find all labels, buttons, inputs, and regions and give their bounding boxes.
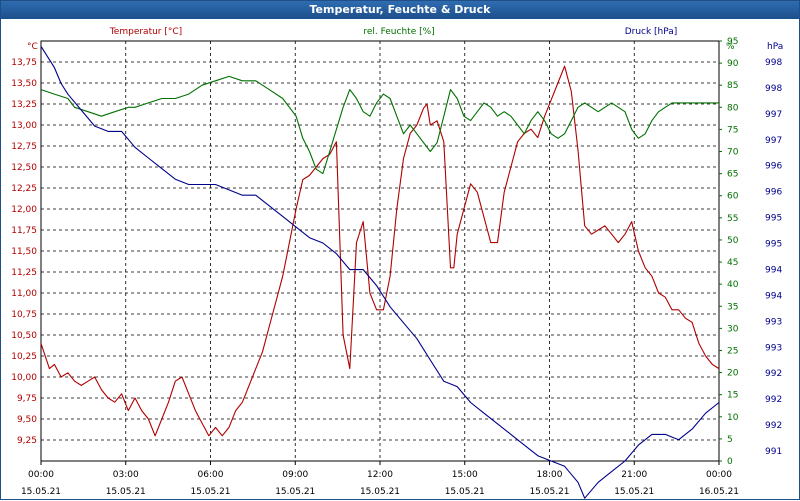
- x-tick-time: 03:00: [113, 470, 139, 480]
- humidity-tick-label: 85: [727, 81, 738, 91]
- humidity-tick-label: 30: [727, 324, 739, 334]
- humidity-tick-label: 35: [727, 302, 738, 312]
- x-tick-date: 15.05.21: [190, 487, 230, 497]
- x-tick-time: 06:00: [198, 470, 224, 480]
- temperature-tick-label: 13,25: [11, 100, 37, 110]
- humidity-tick-label: 80: [727, 103, 739, 113]
- pressure-tick-label: 992: [765, 421, 782, 431]
- humidity-tick-label: 5: [727, 435, 733, 445]
- x-tick-time: 21:00: [621, 470, 647, 480]
- temperature-tick-label: 12,75: [11, 142, 37, 152]
- pressure-tick-label: 997: [765, 136, 782, 146]
- temperature-tick-label: 11,25: [11, 268, 37, 278]
- x-tick-time: 15:00: [452, 470, 478, 480]
- x-tick-time: 00:00: [706, 470, 732, 480]
- x-tick-date: 15.05.21: [360, 487, 400, 497]
- humidity-tick-label: 15: [727, 391, 738, 401]
- pressure-tick-label: 995: [765, 214, 782, 224]
- pressure-tick-label: 995: [765, 240, 782, 250]
- series-line-pressure: [40, 46, 720, 499]
- pressure-tick-label: 993: [765, 317, 782, 327]
- temperature-tick-label: 12,25: [11, 184, 37, 194]
- x-tick-time: 00:00: [28, 470, 54, 480]
- pressure-unit: hPa: [767, 42, 783, 52]
- pressure-tick-label: 996: [765, 188, 782, 198]
- humidity-tick-label: 50: [727, 236, 739, 246]
- x-tick-time: 09:00: [282, 470, 308, 480]
- temperature-tick-label: 9,75: [17, 394, 37, 404]
- temperature-tick-label: 10,25: [11, 352, 37, 362]
- temperature-tick-label: 13,00: [11, 121, 37, 131]
- x-tick-time: 12:00: [367, 470, 393, 480]
- humidity-tick-label: 40: [727, 280, 739, 290]
- pressure-tick-label: 998: [765, 58, 782, 68]
- series-line-humidity: [40, 75, 719, 175]
- pressure-tick-label: 991: [765, 447, 782, 457]
- x-tick-date: 15.05.21: [529, 487, 569, 497]
- temperature-tick-label: 12,50: [11, 163, 37, 173]
- humidity-tick-label: 65: [727, 170, 738, 180]
- pressure-tick-label: 992: [765, 369, 782, 379]
- humidity-unit: %: [726, 42, 735, 52]
- temperature-axis-title: Temperatur [°C]: [109, 27, 182, 37]
- humidity-axis-title: rel. Feuchte [%]: [363, 27, 434, 37]
- humidity-tick-label: 0: [727, 457, 733, 467]
- humidity-tick-label: 45: [727, 258, 738, 268]
- x-tick-date: 15.05.21: [614, 487, 654, 497]
- x-tick-date: 16.05.21: [699, 487, 739, 497]
- x-tick-date: 15.05.21: [21, 487, 61, 497]
- pressure-tick-label: 993: [765, 343, 782, 353]
- temperature-tick-label: 11,50: [11, 247, 37, 257]
- humidity-tick-label: 20: [727, 369, 739, 379]
- humidity-tick-label: 60: [727, 192, 739, 202]
- temperature-unit: °C: [27, 42, 38, 52]
- temperature-tick-label: 10,00: [11, 373, 37, 383]
- x-tick-date: 15.05.21: [106, 487, 146, 497]
- temperature-tick-label: 9,50: [17, 415, 37, 425]
- pressure-axis-title: Druck [hPa]: [625, 27, 678, 37]
- pressure-tick-label: 994: [765, 265, 782, 275]
- humidity-tick-label: 90: [727, 59, 739, 69]
- temperature-tick-label: 10,50: [11, 331, 37, 341]
- temperature-tick-label: 11,75: [11, 226, 37, 236]
- humidity-tick-label: 75: [727, 125, 738, 135]
- pressure-tick-label: 996: [765, 162, 782, 172]
- humidity-tick-label: 25: [727, 346, 738, 356]
- series-layer: [40, 46, 720, 499]
- pressure-tick-label: 992: [765, 395, 782, 405]
- humidity-tick-label: 95: [727, 37, 738, 47]
- grid: [40, 40, 720, 462]
- pressure-tick-label: 994: [765, 291, 782, 301]
- temperature-tick-label: 13,50: [11, 79, 37, 89]
- x-tick-date: 15.05.21: [275, 487, 315, 497]
- humidity-tick-label: 10: [727, 413, 739, 423]
- x-tick-time: 18:00: [537, 470, 563, 480]
- temperature-tick-label: 9,25: [17, 436, 37, 446]
- pressure-tick-label: 997: [765, 110, 782, 120]
- chart-title: Temperatur, Feuchte & Druck: [1, 1, 799, 19]
- axes: 9,25 9,50 9,75 10,00 10,25 10,50 10,75 11,00 11,…: [11, 27, 783, 497]
- temperature-tick-label: 11,00: [11, 289, 37, 299]
- humidity-tick-label: 55: [727, 214, 738, 224]
- series-line-temperature: [40, 65, 720, 437]
- pressure-tick-label: 998: [765, 84, 782, 94]
- temperature-tick-label: 12,00: [11, 205, 37, 215]
- humidity-tick-label: 70: [727, 148, 739, 158]
- temperature-tick-label: 13,75: [11, 58, 37, 68]
- x-tick-date: 15.05.21: [445, 487, 485, 497]
- temperature-tick-label: 10,75: [11, 310, 37, 320]
